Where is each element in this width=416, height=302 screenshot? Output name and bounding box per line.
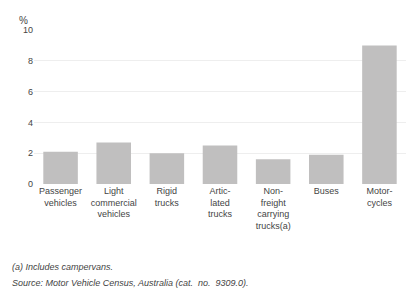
svg-text:0: 0 <box>28 179 33 189</box>
svg-text:Artic-latedtrucks: Artic-latedtrucks <box>208 186 233 219</box>
svg-text:8: 8 <box>28 56 33 66</box>
svg-text:10: 10 <box>23 25 33 35</box>
svg-text:Rigidtrucks: Rigidtrucks <box>155 186 180 208</box>
svg-text:Source: Motor Vehicle Census,: Source: Motor Vehicle Census, Australia … <box>12 278 248 288</box>
svg-text:(a) Includes campervans.: (a) Includes campervans. <box>12 262 113 272</box>
svg-text:%: % <box>19 15 28 26</box>
svg-text:4: 4 <box>28 118 33 128</box>
svg-text:6: 6 <box>28 87 33 97</box>
svg-text:Lightcommercialvehicles: Lightcommercialvehicles <box>91 186 137 219</box>
svg-text:2: 2 <box>28 148 33 158</box>
svg-text:Buses: Buses <box>314 186 340 196</box>
svg-text:Passengervehicles: Passengervehicles <box>39 186 82 208</box>
svg-text:Motor-cycles: Motor-cycles <box>366 186 392 208</box>
svg-text:Non-freightcarryingtrucks(a): Non-freightcarryingtrucks(a) <box>256 186 291 231</box>
